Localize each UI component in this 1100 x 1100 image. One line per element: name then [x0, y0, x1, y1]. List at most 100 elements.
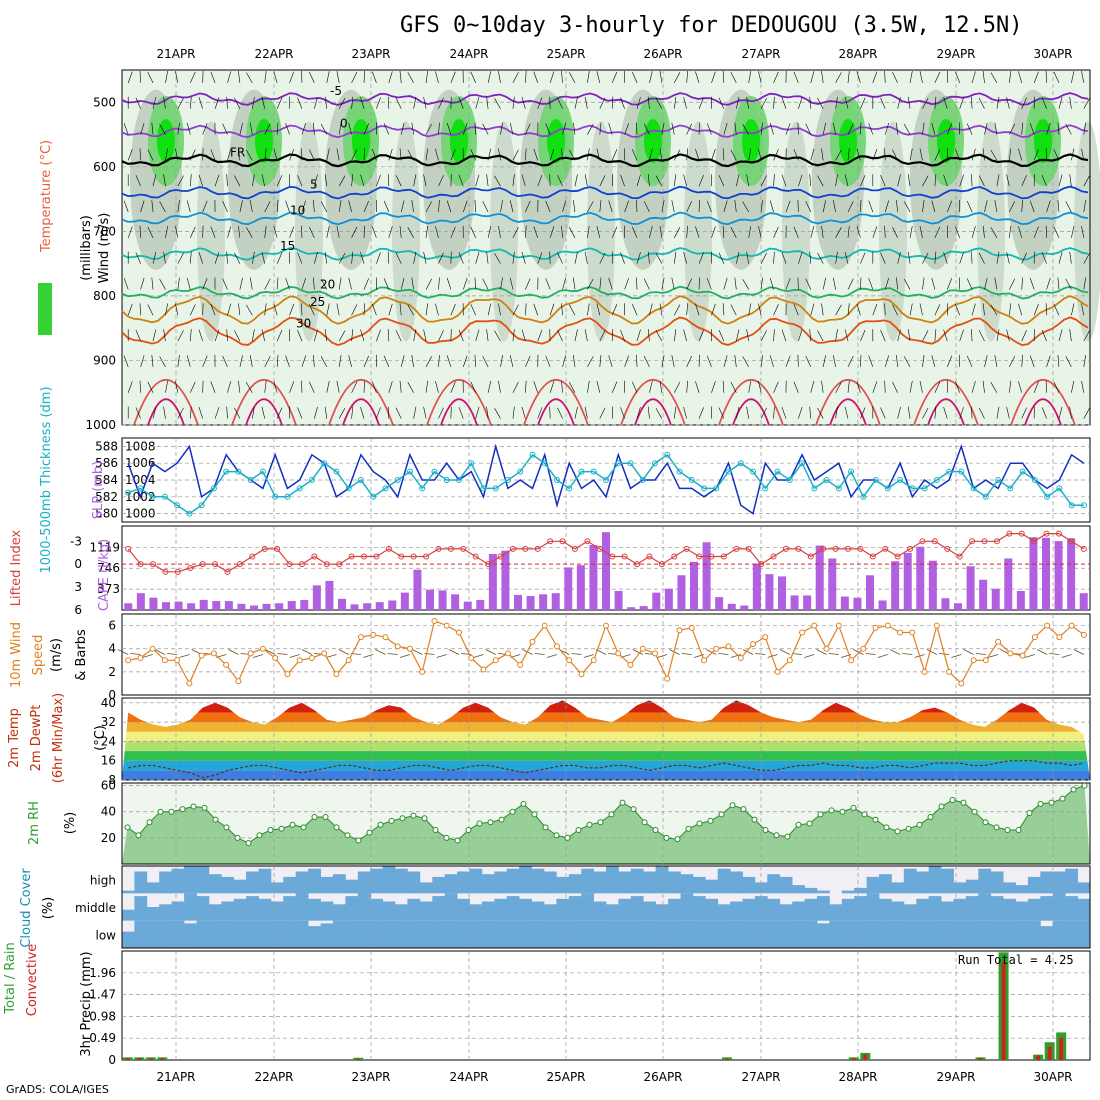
thickness-point: [247, 477, 254, 483]
wind-barb: [1053, 71, 1060, 84]
wind-barb: [919, 148, 923, 161]
wind10m-barb: [632, 649, 643, 655]
wind10m-barb: [951, 654, 962, 658]
wind-barb: [1009, 356, 1016, 368]
wind-barb: [438, 354, 440, 367]
rh2m-point: [124, 824, 131, 831]
wind-barb: [387, 174, 390, 187]
cloud-high-bar: [581, 868, 594, 894]
cloud-low-bar: [978, 920, 992, 948]
wind-barb: [498, 225, 501, 238]
rh2m-point: [564, 834, 571, 841]
wind-barb: [809, 174, 812, 187]
wind-barb: [903, 123, 911, 135]
wind-barb: [470, 149, 476, 161]
cloud-low-bar: [717, 920, 731, 948]
wind-barb: [984, 277, 988, 290]
cape-bar: [312, 585, 321, 610]
wind-barb: [139, 380, 141, 393]
wind-barb: [1081, 71, 1085, 83]
wind-barb: [276, 122, 279, 135]
wind-barb: [746, 251, 750, 264]
cloud-middle-bar: [345, 896, 359, 921]
isotherm-line: [133, 379, 199, 426]
temp-color-band: [122, 722, 1090, 732]
cloud-low-bar: [543, 920, 557, 948]
wind-barb: [971, 406, 973, 419]
wind-barb: [360, 174, 365, 187]
ylabel-rh2m-unit: (%): [63, 812, 78, 835]
cloud-low-bar: [357, 920, 371, 948]
wind-barb: [400, 355, 405, 367]
wind-barb: [1021, 199, 1023, 213]
wind-barb: [1021, 354, 1023, 367]
li-point: [1080, 545, 1087, 552]
wind-barb: [959, 174, 964, 187]
wind-barb: [1053, 304, 1060, 316]
thickness-point: [995, 477, 1002, 483]
wind10m-barb: [853, 649, 864, 655]
li-tick-label: 0: [74, 557, 82, 571]
li-point: [671, 553, 678, 560]
wind-barb: [399, 148, 402, 161]
wind-barb: [313, 122, 315, 135]
wind-barb: [620, 174, 625, 187]
wind10m-barb: [436, 654, 447, 658]
thickness-point: [872, 477, 879, 483]
wind-barb: [314, 97, 318, 109]
thickness-point: [921, 485, 928, 492]
wind-barb: [978, 330, 985, 342]
cloud-low-bar: [990, 920, 1004, 948]
wind-barb: [1071, 380, 1075, 393]
isotherm-label: 15: [280, 239, 295, 253]
cloud-middle-bar: [655, 904, 669, 921]
wind-barb: [324, 96, 328, 109]
cloud-high-bar: [692, 876, 706, 894]
wind-barb: [810, 226, 815, 238]
cloud-high-bar: [519, 866, 532, 894]
wind-barb: [1057, 354, 1060, 367]
wind-barb: [399, 70, 402, 83]
wind10m-point: [186, 680, 193, 687]
li-point: [137, 561, 144, 568]
rh2m-point: [300, 824, 307, 831]
wind-barb: [486, 251, 489, 264]
ylabel-dewpt2m: 2m DewPt: [29, 705, 44, 772]
wind-barb: [1046, 123, 1051, 135]
isotherm-line: [523, 379, 589, 426]
wind10m-tick-label: 2: [108, 665, 116, 679]
wind-barb: [785, 200, 791, 213]
li-point: [1068, 538, 1075, 545]
wind-barb: [599, 200, 602, 213]
rh2m-point: [773, 832, 780, 839]
wind-barb: [285, 200, 290, 213]
cape-bar: [903, 552, 912, 610]
cloud-middle-bar: [792, 901, 805, 921]
wind10m-point: [284, 671, 291, 678]
wind-barb: [922, 354, 925, 367]
wind-barb: [649, 148, 653, 161]
precip-convective-bar: [851, 1058, 856, 1060]
li-point: [820, 545, 827, 552]
wind-barb: [210, 71, 216, 84]
cloud-high-bar: [941, 868, 954, 894]
thickness-point: [835, 485, 842, 492]
wind-barb: [673, 381, 681, 393]
cape-bar: [375, 602, 384, 610]
thickness-point: [750, 468, 757, 475]
cloud-low-bar: [258, 920, 272, 948]
wind-barb: [711, 303, 716, 316]
wind-barb: [509, 200, 514, 213]
wind-barb: [835, 329, 838, 342]
cloud-middle-bar: [742, 898, 756, 921]
wind-barb: [730, 226, 737, 238]
wind-barb: [884, 70, 886, 83]
wind-barb: [736, 329, 740, 342]
wind-barb: [1009, 123, 1016, 135]
wind-barb: [177, 200, 180, 213]
wind-barb: [1021, 277, 1023, 290]
li-point: [472, 553, 479, 560]
precip-convective-bar: [160, 1058, 165, 1060]
wind-barb: [1069, 96, 1072, 109]
wind10m-barb: [987, 654, 999, 658]
